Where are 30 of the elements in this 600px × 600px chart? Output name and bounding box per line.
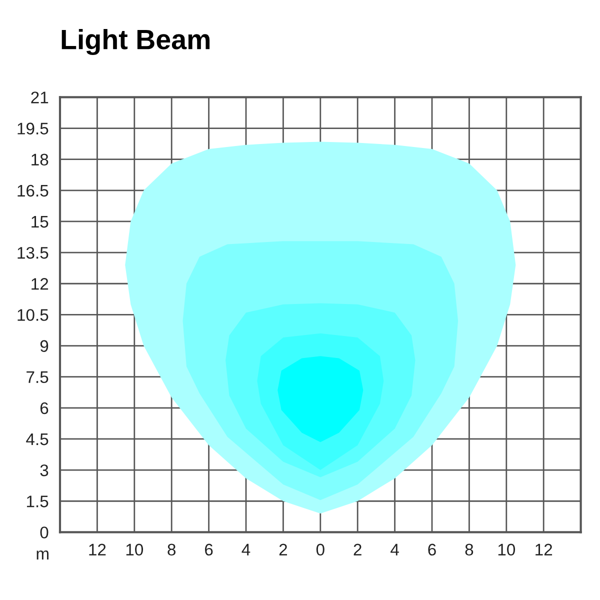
x-tick-label: 2 [354, 544, 362, 556]
y-tick-label: 16.5 [18, 184, 48, 197]
x-tick-label: 8 [465, 544, 474, 556]
y-tick-label: 4.5 [26, 434, 48, 446]
x-tick-label: 10 [126, 544, 144, 556]
y-tick-label: 21 [31, 92, 48, 104]
x-tick-label: 8 [168, 544, 176, 556]
y-tick-label: 13.5 [18, 246, 48, 259]
y-tick-label: 6 [40, 402, 48, 414]
x-tick-label: 12 [89, 544, 106, 556]
x-tick-label: 6 [428, 544, 436, 556]
x-axis-title: m [36, 550, 48, 560]
x-tick-label: 6 [205, 544, 213, 556]
x-tick-label: 0 [316, 544, 324, 556]
y-tick-label: 19.5 [18, 122, 48, 134]
y-tick-label: 10.5 [18, 309, 48, 321]
y-tick-label: 7.5 [26, 371, 48, 384]
x-tick-label: 2 [279, 544, 287, 556]
y-tick-label: 15 [32, 216, 48, 228]
x-tick-label: 4 [390, 544, 399, 556]
x-tick-label: 12 [536, 544, 552, 556]
y-tick-label: 1.5 [26, 496, 48, 508]
x-tick-label: 10 [498, 544, 516, 556]
y-tick-label: 9 [40, 340, 48, 352]
y-tick-label: 12 [32, 278, 48, 290]
y-tick-label: 3 [40, 464, 48, 476]
y-tick-label: 0 [40, 526, 48, 538]
x-tick-label: 4 [242, 544, 250, 556]
chart-title: Light Beam [62, 28, 210, 56]
y-tick-label: 18 [32, 154, 48, 166]
